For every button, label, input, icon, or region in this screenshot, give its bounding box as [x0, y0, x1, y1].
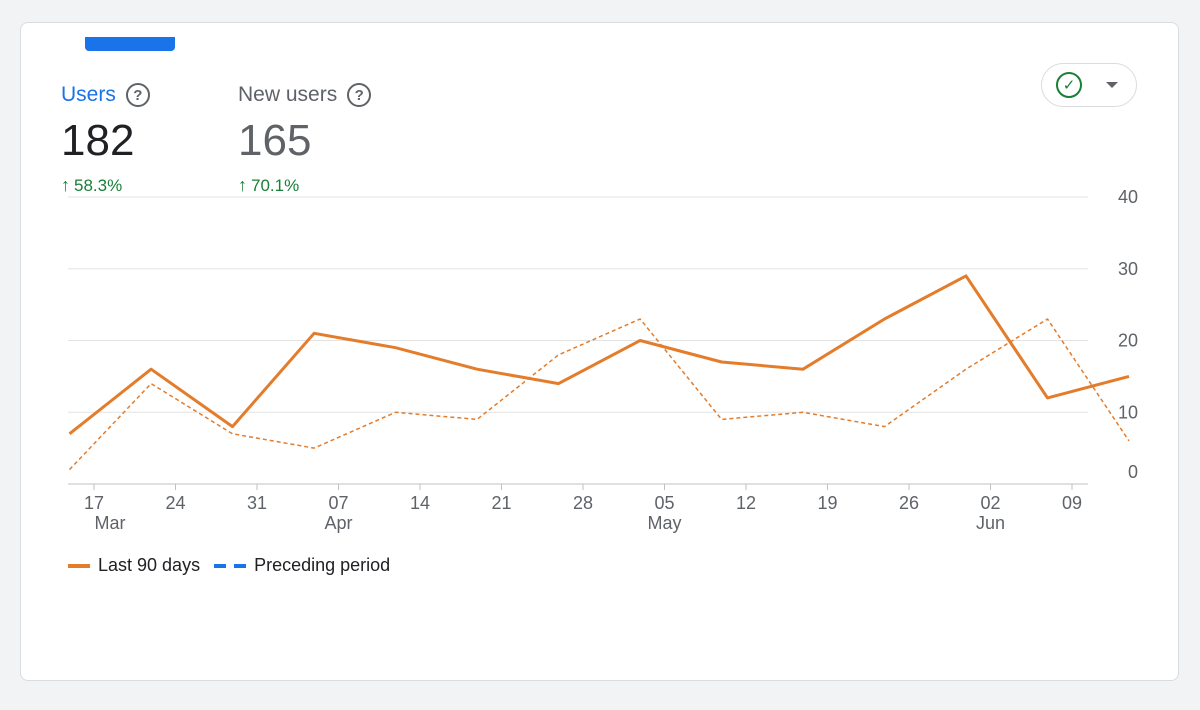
- y-tick-label: 30: [1118, 259, 1138, 279]
- x-tick-label: 26: [899, 493, 919, 513]
- legend-item-last-90-days[interactable]: Last 90 days: [68, 555, 200, 576]
- status-dropdown[interactable]: ✓: [1041, 63, 1137, 107]
- y-tick-label: 40: [1118, 187, 1138, 207]
- metric-users-value: 182: [61, 116, 135, 165]
- metric-users[interactable]: Users ? 182 ↑ 58.3%: [61, 81, 150, 196]
- metric-new-users-label: New users: [238, 83, 338, 106]
- x-tick-sublabel: May: [647, 513, 681, 533]
- users-overview-card: Users ? 182 ↑ 58.3% New users ? 165 ↑ 70…: [20, 22, 1179, 681]
- legend-swatch-dashed: [214, 563, 247, 568]
- chevron-down-icon: [1106, 82, 1118, 88]
- metric-users-change-value: 58.3%: [74, 175, 123, 195]
- legend-item-preceding-period[interactable]: Preceding period: [214, 555, 390, 576]
- chart-legend: Last 90 days Preceding period: [68, 555, 390, 576]
- metric-new-users-value: 165: [238, 116, 312, 165]
- help-icon[interactable]: ?: [347, 83, 372, 107]
- metric-users-label: Users: [61, 83, 116, 106]
- legend-label: Last 90 days: [98, 555, 201, 575]
- x-tick-label: 19: [817, 493, 837, 513]
- x-tick-label: 09: [1062, 493, 1082, 513]
- x-tick-label: 07: [328, 493, 348, 513]
- metric-users-change: ↑ 58.3%: [61, 175, 150, 196]
- legend-swatch-solid: [68, 563, 90, 568]
- active-tab-indicator: [85, 37, 175, 51]
- y-tick-label: 0: [1128, 462, 1138, 482]
- x-tick-label: 14: [410, 493, 430, 513]
- series-line-preceding-period: [68, 318, 1130, 471]
- legend-label: Preceding period: [254, 555, 391, 575]
- x-tick-label: 17: [84, 493, 104, 513]
- x-tick-label: 12: [736, 493, 756, 513]
- x-tick-label: 31: [247, 493, 267, 513]
- y-tick-label: 10: [1118, 402, 1138, 422]
- help-icon[interactable]: ?: [125, 83, 150, 107]
- check-circle-icon: ✓: [1056, 72, 1082, 98]
- metric-new-users-change-value: 70.1%: [251, 175, 300, 195]
- x-tick-label: 24: [165, 493, 185, 513]
- x-tick-label: 21: [491, 493, 511, 513]
- metric-new-users[interactable]: New users ? 165 ↑ 70.1%: [238, 81, 372, 196]
- x-tick-sublabel: Mar: [95, 513, 126, 533]
- series-line-last-90-days: [68, 274, 1130, 435]
- arrow-up-icon: ↑: [61, 175, 70, 195]
- x-tick-label: 05: [654, 493, 674, 513]
- x-tick-label: 28: [573, 493, 593, 513]
- arrow-up-icon: ↑: [238, 175, 247, 195]
- metric-new-users-change: ↑ 70.1%: [238, 175, 371, 196]
- x-tick-label: 02: [980, 493, 1000, 513]
- x-tick-sublabel: Apr: [324, 513, 352, 533]
- y-tick-label: 20: [1118, 331, 1138, 351]
- x-tick-sublabel: Jun: [976, 513, 1005, 533]
